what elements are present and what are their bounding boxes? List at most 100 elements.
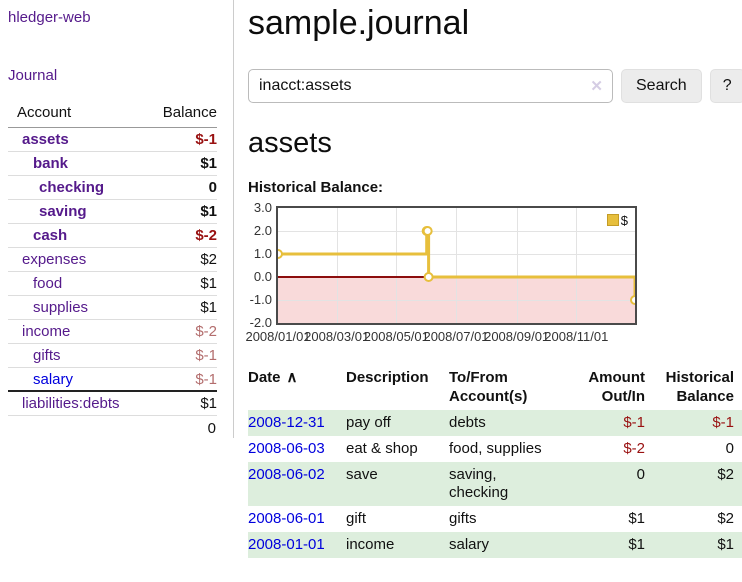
register-cell-accounts: debts bbox=[449, 413, 486, 431]
register-cell-date: 2008-06-01 bbox=[248, 506, 346, 532]
search-input[interactable] bbox=[248, 69, 613, 104]
register-cell-balance: $-1 bbox=[712, 413, 734, 431]
register-cell-balance: $1 bbox=[717, 535, 734, 553]
register-cell-balance: $2 bbox=[717, 465, 734, 483]
register-header-description: Description bbox=[346, 368, 429, 386]
register-cell-date: 2008-06-02 bbox=[248, 462, 346, 506]
register-row[interactable]: 2008-01-01 income salary $1 $1 bbox=[248, 531, 742, 558]
y-axis-tick-label: -1.0 bbox=[249, 291, 272, 307]
register-cell-date: 2008-12-31 bbox=[248, 410, 346, 436]
account-balance: $-2 bbox=[195, 323, 217, 340]
help-button[interactable]: ? bbox=[709, 69, 742, 104]
register-row[interactable]: 2008-06-01 gift gifts $1 $2 bbox=[248, 506, 742, 532]
register-header-amount: Amount Out/In bbox=[588, 368, 645, 405]
gridline-vertical bbox=[516, 207, 518, 323]
x-axis-tick-label: 2008/07/01 bbox=[423, 328, 489, 344]
account-balance: 0 bbox=[208, 179, 217, 196]
register-cell-accounts: gifts bbox=[449, 509, 477, 527]
date-link[interactable]: 2008-06-01 bbox=[248, 509, 325, 527]
register-cell-balance: $2 bbox=[717, 509, 734, 527]
app-title-link[interactable]: hledger-web bbox=[8, 9, 91, 26]
date-link[interactable]: 2008-06-03 bbox=[248, 439, 325, 457]
account-link[interactable]: checking bbox=[39, 179, 105, 196]
legend-swatch-icon bbox=[606, 214, 619, 227]
account-link[interactable]: liabilities:debts bbox=[22, 395, 120, 412]
account-row: assets $-1 bbox=[8, 128, 217, 152]
register-cell-amount: 0 bbox=[636, 465, 645, 483]
date-link[interactable]: 2008-12-31 bbox=[248, 413, 325, 431]
chart-series-line bbox=[278, 225, 635, 305]
account-link[interactable]: assets bbox=[22, 131, 69, 148]
account-link[interactable]: cash bbox=[33, 227, 68, 244]
register-row[interactable]: 2008-12-31 pay off debts $-1 $-1 bbox=[248, 409, 742, 436]
account-row: checking 0 bbox=[8, 176, 217, 200]
y-axis-tick-label: 0.0 bbox=[253, 268, 272, 284]
date-link[interactable]: 2008-01-01 bbox=[248, 535, 325, 553]
register-row[interactable]: 2008-06-02 save saving, checking 0 $2 bbox=[248, 461, 742, 506]
register-header-balance: Historical Balance bbox=[665, 368, 734, 405]
register-table-body: 2008-12-31 pay off debts $-1 $-1 2008-06-03 ea… bbox=[248, 409, 742, 558]
register-cell-amount: $-2 bbox=[623, 439, 645, 457]
sidebar-divider bbox=[233, 0, 234, 438]
account-link[interactable]: salary bbox=[33, 370, 74, 388]
register-row[interactable]: 2008-06-03 eat & shop food, supplies $-2 0 bbox=[248, 436, 742, 462]
register-table-header: Date ∧ Description To/From Account(s) Amo… bbox=[248, 366, 742, 410]
account-balance: $-1 bbox=[195, 131, 217, 148]
account-link[interactable]: income bbox=[22, 323, 71, 340]
legend-label: $ bbox=[620, 212, 628, 228]
x-axis-tick-label: 2008/11/01 bbox=[544, 328, 609, 344]
data-point-marker bbox=[423, 271, 434, 282]
account-heading: assets bbox=[248, 127, 332, 160]
account-row: food $1 bbox=[8, 272, 217, 296]
data-point-marker bbox=[422, 225, 433, 236]
search-button[interactable]: Search bbox=[621, 69, 702, 104]
register-cell-amount: $-1 bbox=[623, 413, 645, 431]
account-link[interactable]: supplies bbox=[33, 299, 89, 316]
account-link[interactable]: food bbox=[33, 275, 63, 292]
account-row: bank $1 bbox=[8, 152, 217, 176]
balance-column-header: Balance bbox=[162, 104, 217, 121]
account-row: supplies $1 bbox=[8, 296, 217, 320]
gridline-vertical bbox=[396, 207, 398, 323]
account-row: salary $-1 bbox=[8, 368, 217, 392]
data-point-marker bbox=[630, 294, 635, 305]
account-link[interactable]: expenses bbox=[22, 251, 87, 268]
register-header-accounts: To/From Account(s) bbox=[449, 368, 528, 405]
clear-search-icon[interactable]: ✕ bbox=[590, 78, 603, 96]
chart-legend: $ bbox=[605, 212, 629, 228]
gridline-vertical bbox=[336, 207, 338, 323]
register-cell-date: 2008-01-01 bbox=[248, 532, 346, 558]
register-cell-description: gift bbox=[346, 509, 367, 527]
chart-section-label: Historical Balance: bbox=[248, 178, 384, 196]
account-balance: $-1 bbox=[195, 370, 217, 388]
account-balance: $1 bbox=[200, 299, 217, 316]
data-point-marker bbox=[278, 248, 283, 259]
sidebar-account-table-body: assets $-1 bank $1 checking 0 saving $1 cash $-2 e… bbox=[8, 128, 217, 416]
account-balance: $1 bbox=[200, 395, 217, 412]
register-cell-balance: 0 bbox=[725, 439, 734, 457]
register-cell-accounts: saving, checking bbox=[449, 465, 509, 501]
account-row: income $-2 bbox=[8, 320, 217, 344]
account-row: expenses $2 bbox=[8, 248, 217, 272]
account-link[interactable]: saving bbox=[39, 203, 87, 220]
account-balance: $2 bbox=[200, 251, 217, 268]
register-cell-description: eat & shop bbox=[346, 439, 418, 457]
sidebar-item-journal[interactable]: Journal bbox=[8, 67, 58, 84]
account-link[interactable]: gifts bbox=[33, 347, 61, 364]
account-column-header: Account bbox=[17, 104, 72, 121]
account-row: liabilities:debts $1 bbox=[8, 392, 217, 416]
register-cell-accounts: salary bbox=[449, 535, 490, 553]
historical-balance-chart: $ 3.0 2.0 1.0 0.0 -1.0 -2.0 2008/01/01 2008/03/… bbox=[245, 200, 742, 347]
account-balance: $1 bbox=[200, 275, 217, 292]
account-link[interactable]: bank bbox=[33, 155, 69, 172]
y-axis-tick-label: 3.0 bbox=[253, 199, 272, 215]
y-axis-tick-label: -2.0 bbox=[249, 314, 272, 330]
y-axis-tick-label: 1.0 bbox=[253, 245, 272, 261]
y-axis-tick-label: 2.0 bbox=[253, 222, 272, 238]
account-row: saving $1 bbox=[8, 200, 217, 224]
account-row: gifts $-1 bbox=[8, 344, 217, 368]
date-link[interactable]: 2008-06-02 bbox=[248, 465, 325, 483]
account-total-row: 0 bbox=[8, 416, 217, 441]
register-header-date[interactable]: Date ∧ bbox=[248, 368, 298, 386]
account-total-value: 0 bbox=[207, 420, 216, 437]
